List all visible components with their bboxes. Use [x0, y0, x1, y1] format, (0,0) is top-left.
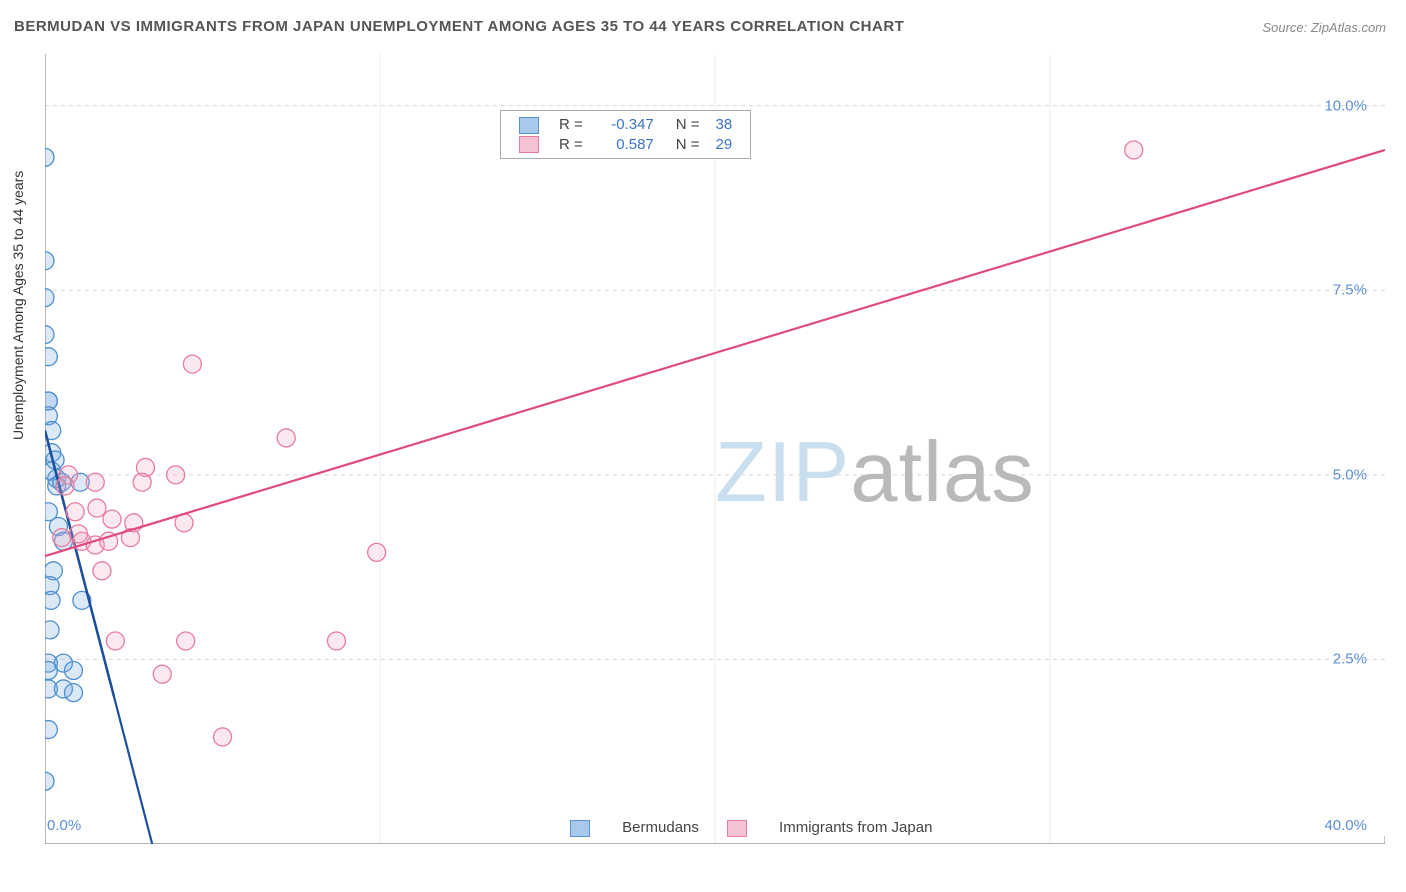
legend-item: Bermudans: [570, 819, 699, 836]
y-tick-label: 5.0%: [1333, 466, 1367, 483]
y-axis-title: Unemployment Among Ages 35 to 44 years: [10, 171, 26, 440]
y-tick-label: 10.0%: [1324, 97, 1367, 114]
x-tick-label: 0.0%: [47, 817, 81, 834]
series-legend: Bermudans Immigrants from Japan: [570, 819, 960, 837]
stats-legend: R =-0.347N =38R =0.587N =29: [500, 110, 751, 159]
y-tick-label: 2.5%: [1333, 651, 1367, 668]
chart-area: R =-0.347N =38R =0.587N =29 ZIPatlas Ber…: [45, 54, 1385, 844]
source-label: Source: ZipAtlas.com: [1262, 20, 1386, 35]
y-tick-label: 7.5%: [1333, 282, 1367, 299]
chart-title: BERMUDAN VS IMMIGRANTS FROM JAPAN UNEMPL…: [14, 18, 904, 35]
scatter-plot: [45, 54, 1385, 844]
x-tick-label: 40.0%: [1324, 817, 1367, 834]
legend-item: Immigrants from Japan: [727, 819, 933, 836]
